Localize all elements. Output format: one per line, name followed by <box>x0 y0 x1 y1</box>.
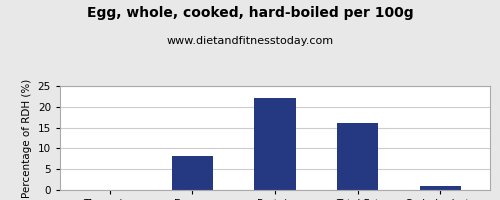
Bar <box>337 123 378 190</box>
Bar <box>172 156 213 190</box>
Text: www.dietandfitnesstoday.com: www.dietandfitnesstoday.com <box>166 36 334 46</box>
Bar <box>420 186 461 190</box>
Y-axis label: Percentage of RDH (%): Percentage of RDH (%) <box>22 78 32 198</box>
Bar <box>254 98 296 190</box>
Text: Egg, whole, cooked, hard-boiled per 100g: Egg, whole, cooked, hard-boiled per 100g <box>86 6 413 20</box>
